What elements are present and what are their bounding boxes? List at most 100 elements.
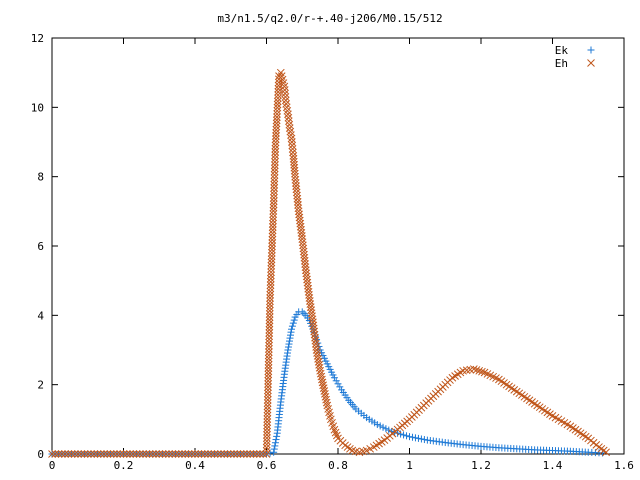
data-point-eh xyxy=(292,185,301,194)
data-point-eh xyxy=(267,248,276,257)
data-point-eh xyxy=(284,110,292,119)
data-point-eh xyxy=(602,448,610,457)
x-tick-label: 0 xyxy=(49,459,56,472)
data-point-eh xyxy=(269,193,278,202)
data-point-eh xyxy=(264,361,273,369)
data-point-eh xyxy=(266,294,274,302)
legend-marker-eh xyxy=(587,59,595,67)
data-point-eh xyxy=(300,253,309,262)
data-point-eh xyxy=(268,226,277,235)
data-point-ek xyxy=(287,328,295,336)
data-point-eh xyxy=(54,450,63,458)
data-point-eh xyxy=(292,188,301,197)
data-point-eh xyxy=(266,287,275,296)
data-point-eh xyxy=(249,450,258,458)
data-point-eh xyxy=(264,354,273,363)
data-point-eh xyxy=(284,113,293,122)
data-point-eh xyxy=(273,100,282,109)
data-point-eh xyxy=(274,88,283,96)
data-point-eh xyxy=(301,260,309,268)
data-point-ek xyxy=(271,442,279,450)
data-point-ek xyxy=(400,431,408,439)
data-point-eh xyxy=(266,278,275,286)
data-point-eh xyxy=(268,229,277,238)
data-point-eh xyxy=(270,161,279,169)
data-point-eh xyxy=(264,357,273,366)
data-point-eh xyxy=(263,408,272,417)
data-point-eh xyxy=(266,297,274,306)
data-point-eh xyxy=(272,132,280,140)
data-point-eh xyxy=(263,434,271,442)
data-point-eh xyxy=(109,450,118,458)
data-point-eh xyxy=(171,450,180,458)
data-point-eh xyxy=(223,450,232,458)
data-point-eh xyxy=(270,187,278,196)
data-point-eh xyxy=(267,268,275,277)
data-point-eh xyxy=(267,265,276,273)
data-point-eh xyxy=(264,364,273,372)
data-point-ek xyxy=(300,310,308,318)
data-point-eh xyxy=(268,239,277,247)
data-point-ek xyxy=(289,319,297,327)
y-tick-label: 10 xyxy=(31,101,44,114)
data-point-eh xyxy=(152,450,160,458)
data-point-eh xyxy=(48,450,56,458)
data-point-eh xyxy=(299,241,307,250)
data-point-eh xyxy=(96,450,105,458)
data-point-eh xyxy=(264,389,272,398)
data-point-eh xyxy=(272,125,281,134)
data-point-eh xyxy=(267,271,275,280)
x-tick-label: 0.6 xyxy=(257,459,277,472)
data-point-ek xyxy=(414,434,422,442)
data-point-eh xyxy=(300,257,309,265)
data-point-eh xyxy=(267,261,276,270)
data-point-eh xyxy=(264,367,273,376)
data-point-eh xyxy=(478,367,486,376)
data-point-ek xyxy=(406,433,413,441)
data-point-eh xyxy=(289,148,297,157)
data-point-ek xyxy=(334,380,342,388)
data-point-eh xyxy=(243,450,251,458)
data-point-eh xyxy=(273,113,281,121)
data-point-eh xyxy=(264,383,272,391)
data-point-eh xyxy=(270,167,279,176)
data-point-eh xyxy=(293,194,302,203)
data-point-eh xyxy=(90,450,99,458)
data-point-eh xyxy=(80,450,89,458)
data-point-eh xyxy=(288,138,296,146)
data-point-eh xyxy=(178,450,186,458)
x-tick-label: 1.2 xyxy=(471,459,491,472)
data-point-eh xyxy=(265,345,273,353)
data-point-eh xyxy=(269,213,278,222)
data-point-eh xyxy=(264,351,273,360)
data-point-eh xyxy=(271,141,280,150)
data-point-eh xyxy=(273,97,282,106)
data-point-eh xyxy=(287,134,296,143)
data-point-eh xyxy=(263,396,272,404)
data-point-eh xyxy=(270,174,279,183)
data-point-eh xyxy=(270,164,279,173)
data-point-ek xyxy=(403,432,411,440)
data-point-eh xyxy=(187,450,196,458)
data-point-eh xyxy=(126,450,134,458)
data-point-eh xyxy=(116,450,125,458)
data-point-eh xyxy=(100,450,108,458)
data-point-eh xyxy=(265,338,273,347)
data-point-eh xyxy=(270,184,279,192)
data-point-eh xyxy=(285,120,294,129)
data-point-eh xyxy=(142,450,151,458)
data-point-ek xyxy=(330,374,338,382)
data-point-eh xyxy=(274,94,282,103)
axes: 0 0.2 0.4 0.6 0.8 1 1.2 1.4 1.6 0 2 4 6 8 10 12 xyxy=(31,32,634,472)
data-point-eh xyxy=(262,446,271,455)
data-point-ek xyxy=(382,425,390,433)
data-point-eh xyxy=(220,450,229,458)
data-point-eh xyxy=(67,450,76,458)
data-point-eh xyxy=(331,428,340,437)
data-point-eh xyxy=(246,450,255,458)
y-tick-label: 0 xyxy=(37,448,44,461)
data-point-eh xyxy=(264,376,273,385)
data-point-eh xyxy=(263,411,272,420)
data-point-eh xyxy=(194,450,203,458)
